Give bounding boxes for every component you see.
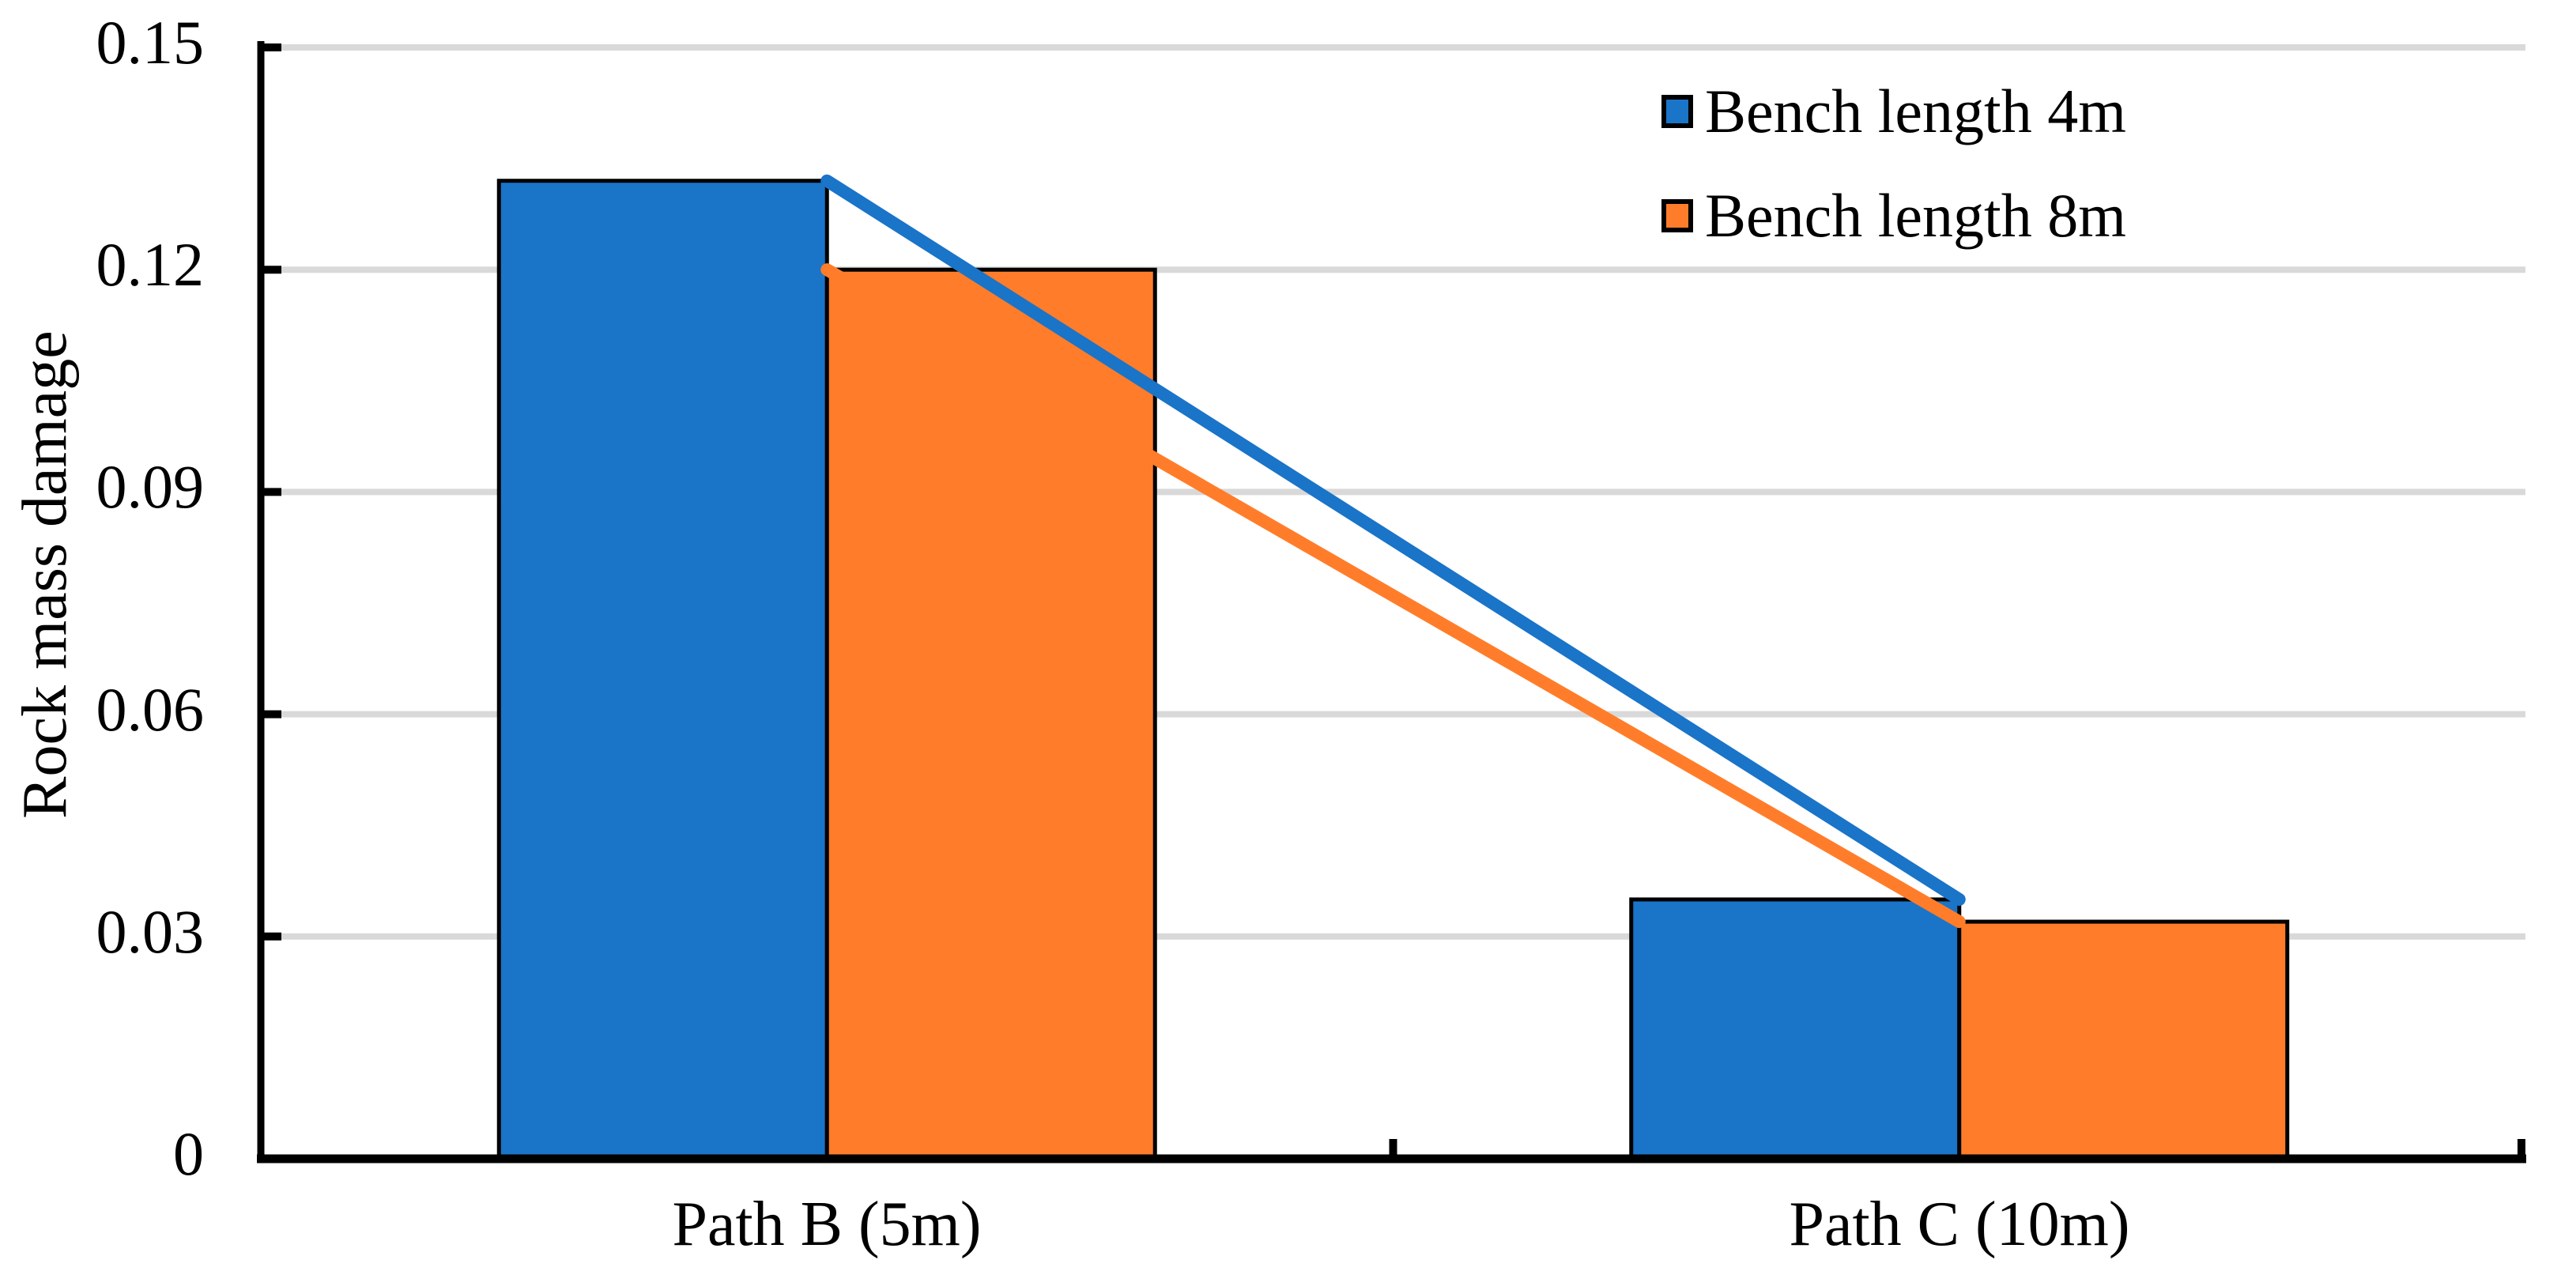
legend-swatch-icon	[1661, 199, 1693, 232]
legend-swatch-icon	[1661, 95, 1693, 128]
y-axis-tick-label: 0	[173, 1119, 204, 1188]
legend-item-bench-8m: Bench length 8m	[1661, 179, 2126, 253]
legend-label: Bench length 8m	[1705, 181, 2126, 250]
trend-line-bench-length-4m	[820, 174, 1966, 906]
legend: Bench length 4m Bench length 8m	[1661, 74, 2126, 253]
y-axis-tick-label: 0.15	[96, 8, 205, 77]
y-axis-title: Rock mass damage	[10, 330, 80, 819]
bar-bench-length-8m-cat0	[824, 267, 1157, 1161]
trend-line-bench-length-8m	[820, 263, 1966, 929]
x-axis-label-path-c: Path C (10m)	[1789, 1190, 2130, 1259]
y-axis-tick-label: 0.03	[96, 897, 205, 966]
bar-bench-length-8m-cat1	[1957, 919, 2290, 1161]
bar-bench-length-4m-cat1	[1629, 897, 1962, 1161]
x-axis-label-path-b: Path B (5m)	[672, 1190, 982, 1259]
y-axis-tick-label: 0.09	[96, 452, 205, 521]
legend-label: Bench length 4m	[1705, 77, 2126, 145]
y-axis-tick-label: 0.12	[96, 230, 205, 299]
legend-item-bench-4m: Bench length 4m	[1661, 74, 2126, 149]
bar-bench-length-4m-cat0	[496, 179, 829, 1161]
y-axis-tick-label: 0.06	[96, 675, 205, 744]
